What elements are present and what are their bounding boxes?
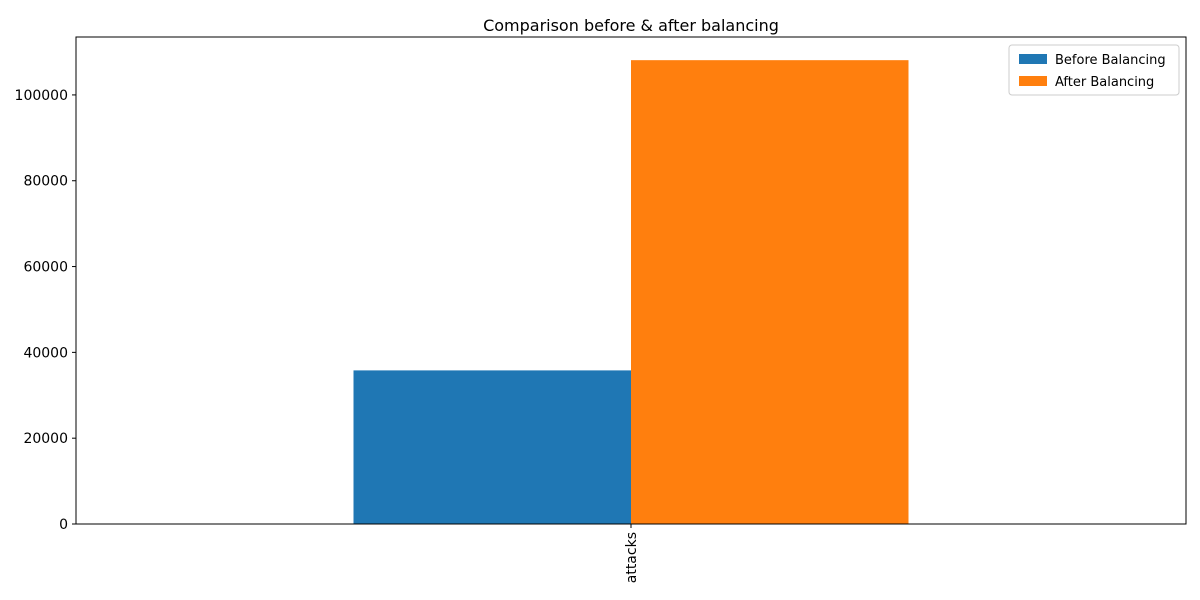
legend: Before Balancing After Balancing xyxy=(1008,44,1180,96)
legend-label: After Balancing xyxy=(1055,75,1154,90)
y-tick-label: 60000 xyxy=(23,260,68,276)
y-tick-label: 20000 xyxy=(23,431,68,447)
legend-swatch xyxy=(1019,76,1047,86)
legend-swatch xyxy=(1019,54,1047,64)
bar-after-balancing-attacks xyxy=(631,60,909,524)
x-axis: attacks xyxy=(624,524,640,583)
legend-box xyxy=(1008,44,1180,96)
bar-before-balancing-attacks xyxy=(353,370,631,524)
chart-title: Comparison before & after balancing xyxy=(483,16,779,35)
y-tick-label: 100000 xyxy=(15,88,68,104)
legend-label: Before Balancing xyxy=(1055,53,1166,68)
x-tick-label: attacks xyxy=(624,532,640,583)
y-tick-label: 80000 xyxy=(23,174,68,190)
y-axis: 0 20000 40000 60000 80000 100000 xyxy=(15,88,76,533)
bar-group xyxy=(353,60,909,524)
plot-frame xyxy=(75,36,1187,525)
y-tick-label: 0 xyxy=(59,517,68,533)
y-tick-label: 40000 xyxy=(23,345,68,361)
